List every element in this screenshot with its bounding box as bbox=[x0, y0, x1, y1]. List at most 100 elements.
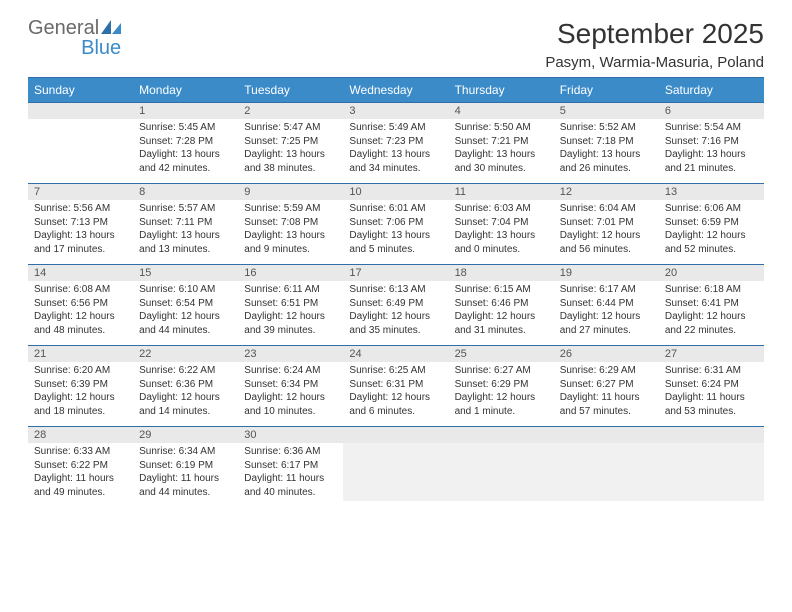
weekday-header: Wednesday bbox=[343, 78, 448, 102]
daylight-text: Daylight: 12 hours and 18 minutes. bbox=[34, 391, 127, 418]
calendar-cell: 30Sunrise: 6:36 AMSunset: 6:17 PMDayligh… bbox=[238, 426, 343, 507]
daylight-text: Daylight: 12 hours and 48 minutes. bbox=[34, 310, 127, 337]
day-details: Sunrise: 6:31 AMSunset: 6:24 PMDaylight:… bbox=[659, 362, 764, 426]
sunset-text: Sunset: 6:41 PM bbox=[665, 297, 758, 311]
calendar-cell: 17Sunrise: 6:13 AMSunset: 6:49 PMDayligh… bbox=[343, 264, 448, 345]
daylight-text: Daylight: 13 hours and 9 minutes. bbox=[244, 229, 337, 256]
empty-day-bar bbox=[343, 426, 448, 443]
calendar-header: SundayMondayTuesdayWednesdayThursdayFrid… bbox=[28, 78, 764, 102]
calendar-week-row: 1Sunrise: 5:45 AMSunset: 7:28 PMDaylight… bbox=[28, 102, 764, 183]
calendar-cell: 1Sunrise: 5:45 AMSunset: 7:28 PMDaylight… bbox=[133, 102, 238, 183]
calendar-week-row: 7Sunrise: 5:56 AMSunset: 7:13 PMDaylight… bbox=[28, 183, 764, 264]
sunset-text: Sunset: 6:22 PM bbox=[34, 459, 127, 473]
daylight-text: Daylight: 11 hours and 57 minutes. bbox=[560, 391, 653, 418]
calendar-week-row: 21Sunrise: 6:20 AMSunset: 6:39 PMDayligh… bbox=[28, 345, 764, 426]
calendar-page: General Blue September 2025 Pasym, Warmi… bbox=[0, 0, 792, 525]
daylight-text: Daylight: 11 hours and 44 minutes. bbox=[139, 472, 232, 499]
calendar-cell: 13Sunrise: 6:06 AMSunset: 6:59 PMDayligh… bbox=[659, 183, 764, 264]
sunset-text: Sunset: 7:18 PM bbox=[560, 135, 653, 149]
calendar-cell: 22Sunrise: 6:22 AMSunset: 6:36 PMDayligh… bbox=[133, 345, 238, 426]
day-number: 20 bbox=[659, 264, 764, 281]
sunrise-text: Sunrise: 6:31 AM bbox=[665, 364, 758, 378]
calendar-cell bbox=[28, 102, 133, 183]
sunrise-text: Sunrise: 6:24 AM bbox=[244, 364, 337, 378]
calendar-cell: 16Sunrise: 6:11 AMSunset: 6:51 PMDayligh… bbox=[238, 264, 343, 345]
weekday-header: Sunday bbox=[28, 78, 133, 102]
weekday-header: Friday bbox=[554, 78, 659, 102]
day-details: Sunrise: 5:52 AMSunset: 7:18 PMDaylight:… bbox=[554, 119, 659, 183]
sunset-text: Sunset: 7:23 PM bbox=[349, 135, 442, 149]
calendar-cell: 10Sunrise: 6:01 AMSunset: 7:06 PMDayligh… bbox=[343, 183, 448, 264]
calendar-cell bbox=[659, 426, 764, 507]
calendar-cell: 4Sunrise: 5:50 AMSunset: 7:21 PMDaylight… bbox=[449, 102, 554, 183]
sunset-text: Sunset: 6:51 PM bbox=[244, 297, 337, 311]
daylight-text: Daylight: 12 hours and 31 minutes. bbox=[455, 310, 548, 337]
day-details: Sunrise: 5:57 AMSunset: 7:11 PMDaylight:… bbox=[133, 200, 238, 264]
day-number: 14 bbox=[28, 264, 133, 281]
calendar-cell bbox=[343, 426, 448, 507]
sunset-text: Sunset: 7:08 PM bbox=[244, 216, 337, 230]
day-number: 5 bbox=[554, 102, 659, 119]
day-details: Sunrise: 6:24 AMSunset: 6:34 PMDaylight:… bbox=[238, 362, 343, 426]
day-number: 18 bbox=[449, 264, 554, 281]
calendar-cell: 6Sunrise: 5:54 AMSunset: 7:16 PMDaylight… bbox=[659, 102, 764, 183]
sunrise-text: Sunrise: 6:18 AM bbox=[665, 283, 758, 297]
daylight-text: Daylight: 13 hours and 42 minutes. bbox=[139, 148, 232, 175]
title-block: September 2025 Pasym, Warmia-Masuria, Po… bbox=[545, 18, 764, 71]
sunrise-text: Sunrise: 5:52 AM bbox=[560, 121, 653, 135]
empty-day-fill bbox=[659, 443, 764, 501]
day-details: Sunrise: 6:17 AMSunset: 6:44 PMDaylight:… bbox=[554, 281, 659, 345]
calendar-cell: 11Sunrise: 6:03 AMSunset: 7:04 PMDayligh… bbox=[449, 183, 554, 264]
day-number: 4 bbox=[449, 102, 554, 119]
daylight-text: Daylight: 11 hours and 53 minutes. bbox=[665, 391, 758, 418]
sunset-text: Sunset: 7:04 PM bbox=[455, 216, 548, 230]
day-number: 22 bbox=[133, 345, 238, 362]
empty-day-bar bbox=[659, 426, 764, 443]
day-number: 17 bbox=[343, 264, 448, 281]
weekday-header: Thursday bbox=[449, 78, 554, 102]
calendar-week-row: 14Sunrise: 6:08 AMSunset: 6:56 PMDayligh… bbox=[28, 264, 764, 345]
day-details: Sunrise: 6:25 AMSunset: 6:31 PMDaylight:… bbox=[343, 362, 448, 426]
sunrise-text: Sunrise: 6:27 AM bbox=[455, 364, 548, 378]
daylight-text: Daylight: 13 hours and 5 minutes. bbox=[349, 229, 442, 256]
day-number: 9 bbox=[238, 183, 343, 200]
day-number: 29 bbox=[133, 426, 238, 443]
location-subtitle: Pasym, Warmia-Masuria, Poland bbox=[545, 54, 764, 71]
sunset-text: Sunset: 6:27 PM bbox=[560, 378, 653, 392]
sunrise-text: Sunrise: 6:06 AM bbox=[665, 202, 758, 216]
daylight-text: Daylight: 12 hours and 35 minutes. bbox=[349, 310, 442, 337]
day-details: Sunrise: 5:56 AMSunset: 7:13 PMDaylight:… bbox=[28, 200, 133, 264]
calendar-cell bbox=[554, 426, 659, 507]
sunset-text: Sunset: 6:49 PM bbox=[349, 297, 442, 311]
daylight-text: Daylight: 12 hours and 39 minutes. bbox=[244, 310, 337, 337]
sunset-text: Sunset: 6:56 PM bbox=[34, 297, 127, 311]
sunset-text: Sunset: 6:24 PM bbox=[665, 378, 758, 392]
sunrise-text: Sunrise: 5:54 AM bbox=[665, 121, 758, 135]
daylight-text: Daylight: 12 hours and 56 minutes. bbox=[560, 229, 653, 256]
calendar-cell: 14Sunrise: 6:08 AMSunset: 6:56 PMDayligh… bbox=[28, 264, 133, 345]
sunrise-text: Sunrise: 6:25 AM bbox=[349, 364, 442, 378]
sunset-text: Sunset: 6:46 PM bbox=[455, 297, 548, 311]
calendar-cell: 21Sunrise: 6:20 AMSunset: 6:39 PMDayligh… bbox=[28, 345, 133, 426]
empty-day-fill bbox=[449, 443, 554, 501]
day-details: Sunrise: 6:34 AMSunset: 6:19 PMDaylight:… bbox=[133, 443, 238, 507]
day-number: 21 bbox=[28, 345, 133, 362]
sunrise-text: Sunrise: 6:22 AM bbox=[139, 364, 232, 378]
sunset-text: Sunset: 6:19 PM bbox=[139, 459, 232, 473]
calendar-cell: 29Sunrise: 6:34 AMSunset: 6:19 PMDayligh… bbox=[133, 426, 238, 507]
day-details: Sunrise: 6:08 AMSunset: 6:56 PMDaylight:… bbox=[28, 281, 133, 345]
sunrise-text: Sunrise: 6:29 AM bbox=[560, 364, 653, 378]
day-details: Sunrise: 5:47 AMSunset: 7:25 PMDaylight:… bbox=[238, 119, 343, 183]
day-details: Sunrise: 6:11 AMSunset: 6:51 PMDaylight:… bbox=[238, 281, 343, 345]
logo-sail-icon bbox=[101, 20, 121, 34]
sunset-text: Sunset: 7:28 PM bbox=[139, 135, 232, 149]
weekday-row: SundayMondayTuesdayWednesdayThursdayFrid… bbox=[28, 78, 764, 102]
daylight-text: Daylight: 12 hours and 10 minutes. bbox=[244, 391, 337, 418]
sunset-text: Sunset: 6:17 PM bbox=[244, 459, 337, 473]
day-number: 12 bbox=[554, 183, 659, 200]
daylight-text: Daylight: 13 hours and 0 minutes. bbox=[455, 229, 548, 256]
day-details: Sunrise: 6:20 AMSunset: 6:39 PMDaylight:… bbox=[28, 362, 133, 426]
sunset-text: Sunset: 6:34 PM bbox=[244, 378, 337, 392]
day-details: Sunrise: 6:27 AMSunset: 6:29 PMDaylight:… bbox=[449, 362, 554, 426]
day-number: 11 bbox=[449, 183, 554, 200]
